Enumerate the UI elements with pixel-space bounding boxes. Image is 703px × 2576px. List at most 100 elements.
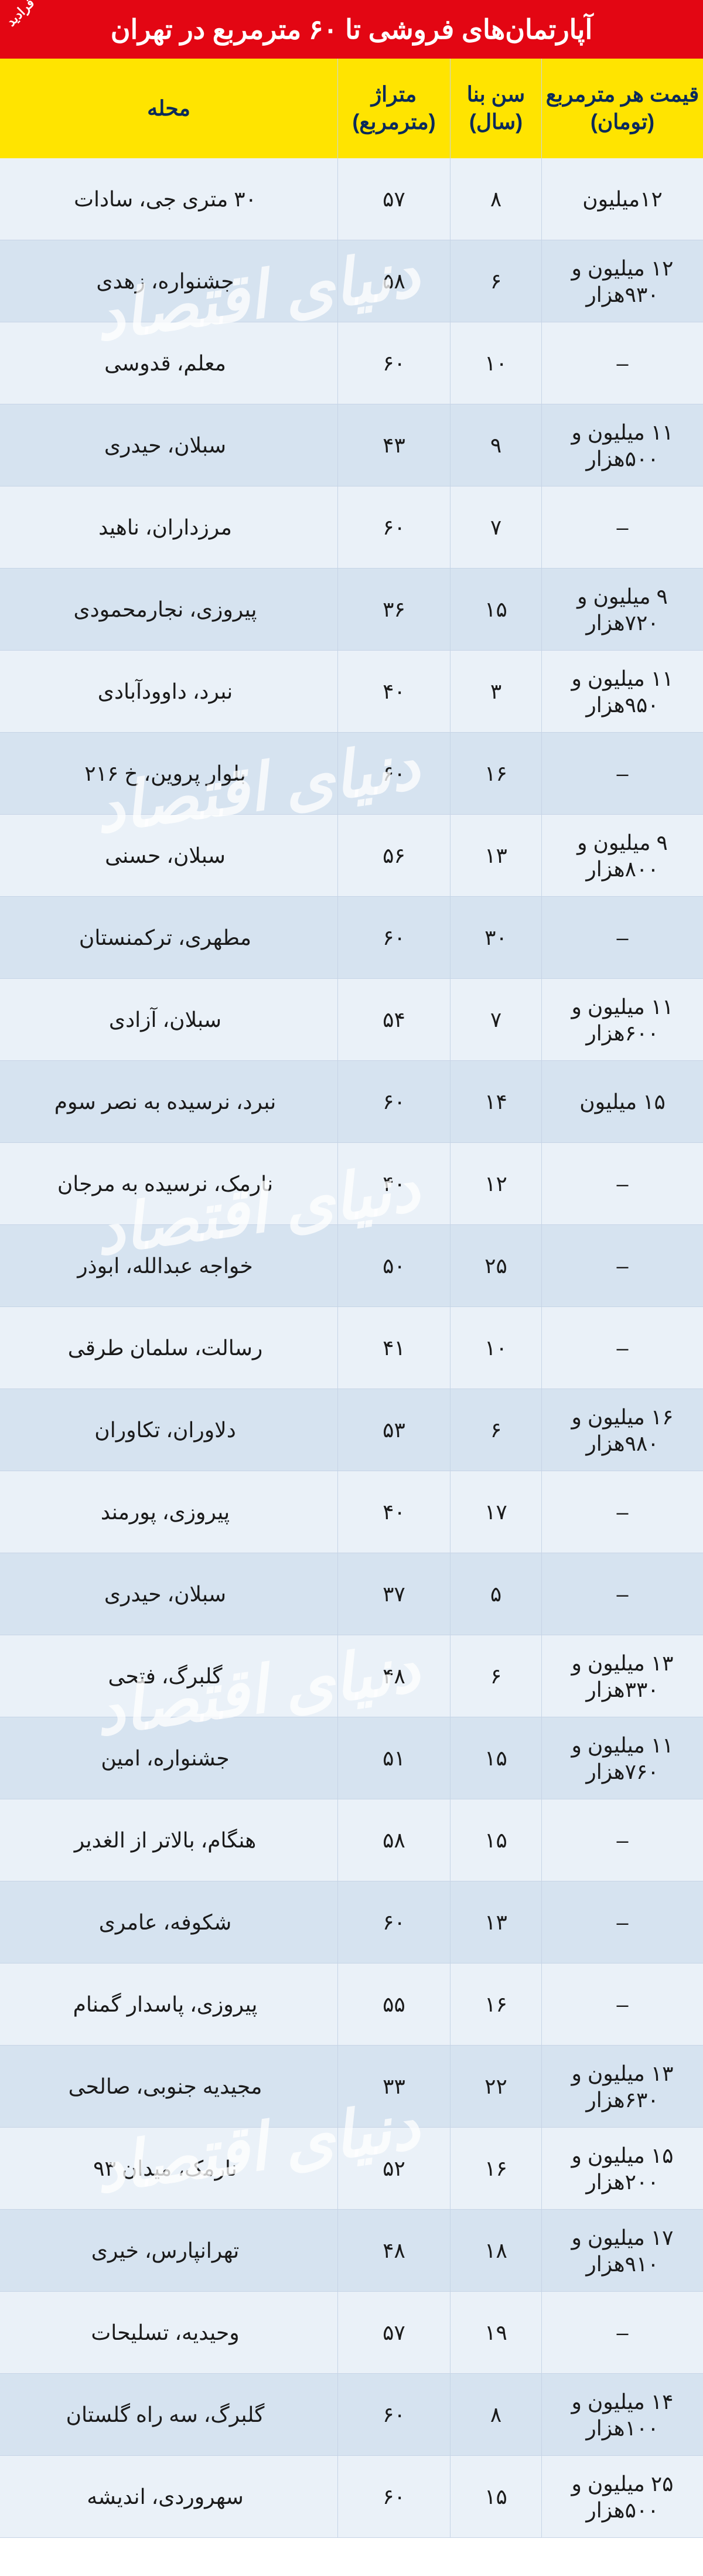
cell-age: ۸	[450, 2374, 541, 2456]
header-age: سن بنا (سال)	[450, 59, 541, 158]
table-body: ۱۲میلیون۸۵۷۳۰ متری جی، سادات۱۲ میلیون و …	[0, 158, 703, 2538]
table-row: ۱۱ میلیون و ۷۶۰هزار۱۵۵۱جشنواره، امین	[0, 1717, 703, 1799]
cell-area: ۳۶	[337, 569, 450, 651]
cell-area: ۵۷	[337, 2292, 450, 2374]
cell-area: ۶۰	[337, 897, 450, 979]
cell-area: ۳۳	[337, 2046, 450, 2128]
cell-area: ۶۰	[337, 2456, 450, 2538]
cell-age: ۶	[450, 1635, 541, 1717]
cell-age: ۱۵	[450, 2456, 541, 2538]
table-row: ۱۱ میلیون و ۶۰۰هزار۷۵۴سبلان، آزادی	[0, 979, 703, 1061]
cell-hood: شکوفه، عامری	[0, 1881, 337, 1964]
cell-area: ۶۰	[337, 486, 450, 569]
apartment-price-table: فرادید آپارتمان‌های فروشی تا ۶۰ مترمربع …	[0, 0, 703, 2538]
cell-price: ۱۶ میلیون و ۹۸۰هزار	[541, 1389, 703, 1471]
cell-hood: هنگام، بالاتر از الغدیر	[0, 1799, 337, 1881]
cell-age: ۱۳	[450, 1881, 541, 1964]
cell-area: ۳۷	[337, 1553, 450, 1635]
table-row: ۱۱ میلیون و ۹۵۰هزار۳۴۰نبرد، داوودآبادی	[0, 651, 703, 733]
cell-age: ۸	[450, 158, 541, 240]
cell-hood: پیروزی، پاسدار گمنام	[0, 1964, 337, 2046]
cell-price: –	[541, 1307, 703, 1389]
cell-area: ۵۵	[337, 1964, 450, 2046]
table-row: ۱۲میلیون۸۵۷۳۰ متری جی، سادات	[0, 158, 703, 240]
cell-age: ۳	[450, 651, 541, 733]
cell-hood: مجیدیه جنوبی، صالحی	[0, 2046, 337, 2128]
table-row: –۱۰۴۱رسالت، سلمان طرقی	[0, 1307, 703, 1389]
cell-price: ۱۴ میلیون و ۱۰۰هزار	[541, 2374, 703, 2456]
cell-price: ۱۱ میلیون و ۶۰۰هزار	[541, 979, 703, 1061]
cell-price: ۱۱ میلیون و ۷۶۰هزار	[541, 1717, 703, 1799]
cell-age: ۱۳	[450, 815, 541, 897]
cell-hood: پیروزی، نجارمحمودی	[0, 569, 337, 651]
cell-area: ۵۴	[337, 979, 450, 1061]
cell-area: ۶۰	[337, 1881, 450, 1964]
cell-area: ۴۰	[337, 1471, 450, 1553]
cell-hood: نارمک، میدان ۹۳	[0, 2128, 337, 2210]
table-row: ۱۵ میلیون و ۲۰۰هزار۱۶۵۲نارمک، میدان ۹۳	[0, 2128, 703, 2210]
cell-age: ۱۰	[450, 322, 541, 404]
cell-price: –	[541, 1143, 703, 1225]
cell-hood: سبلان، حیدری	[0, 1553, 337, 1635]
cell-age: ۶	[450, 240, 541, 322]
cell-price: ۱۷ میلیون و ۹۱۰هزار	[541, 2210, 703, 2292]
cell-age: ۷	[450, 979, 541, 1061]
table-row: –۱۷۴۰پیروزی، پورمند	[0, 1471, 703, 1553]
cell-age: ۱۶	[450, 733, 541, 815]
cell-hood: تهرانپارس، خیری	[0, 2210, 337, 2292]
cell-price: –	[541, 1881, 703, 1964]
cell-hood: خواجه عبدالله، ابوذر	[0, 1225, 337, 1307]
cell-hood: نبرد، نرسیده به نصر سوم	[0, 1061, 337, 1143]
cell-price: –	[541, 1225, 703, 1307]
cell-hood: نارمک، نرسیده به مرجان	[0, 1143, 337, 1225]
cell-price: ۹ میلیون و ۸۰۰هزار	[541, 815, 703, 897]
cell-price: –	[541, 322, 703, 404]
cell-area: ۴۸	[337, 1635, 450, 1717]
cell-price: –	[541, 2292, 703, 2374]
cell-age: ۶	[450, 1389, 541, 1471]
cell-price: ۲۵ میلیون و ۵۰۰هزار	[541, 2456, 703, 2538]
cell-hood: سبلان، آزادی	[0, 979, 337, 1061]
cell-hood: مرزداران، ناهید	[0, 486, 337, 569]
table-row: ۱۱ میلیون و ۵۰۰هزار۹۴۳سبلان، حیدری	[0, 404, 703, 486]
cell-hood: پیروزی، پورمند	[0, 1471, 337, 1553]
table-row: –۱۳۶۰شکوفه، عامری	[0, 1881, 703, 1964]
cell-area: ۴۸	[337, 2210, 450, 2292]
cell-hood: مطهری، ترکمنستان	[0, 897, 337, 979]
cell-area: ۶۰	[337, 322, 450, 404]
cell-price: –	[541, 1964, 703, 2046]
table-row: ۱۳ میلیون و ۳۳۰هزار۶۴۸گلبرگ، فتحی	[0, 1635, 703, 1717]
cell-hood: جشنواره، امین	[0, 1717, 337, 1799]
cell-age: ۱۲	[450, 1143, 541, 1225]
cell-price: ۱۱ میلیون و ۹۵۰هزار	[541, 651, 703, 733]
cell-hood: رسالت، سلمان طرقی	[0, 1307, 337, 1389]
cell-age: ۳۰	[450, 897, 541, 979]
table-row: –۳۰۶۰مطهری، ترکمنستان	[0, 897, 703, 979]
cell-area: ۶۰	[337, 733, 450, 815]
cell-price: ۱۵ میلیون	[541, 1061, 703, 1143]
cell-area: ۴۰	[337, 651, 450, 733]
cell-area: ۵۲	[337, 2128, 450, 2210]
cell-age: ۷	[450, 486, 541, 569]
table-row: –۱۰۶۰معلم، قدوسی	[0, 322, 703, 404]
cell-age: ۱۶	[450, 1964, 541, 2046]
cell-price: ۹ میلیون و ۷۲۰هزار	[541, 569, 703, 651]
header-price: قیمت هر مترمربع (تومان)	[541, 59, 703, 158]
cell-area: ۴۰	[337, 1143, 450, 1225]
cell-age: ۱۷	[450, 1471, 541, 1553]
table-row: ۱۳ میلیون و ۶۳۰هزار۲۲۳۳مجیدیه جنوبی، صال…	[0, 2046, 703, 2128]
cell-area: ۵۶	[337, 815, 450, 897]
cell-area: ۴۳	[337, 404, 450, 486]
cell-area: ۵۱	[337, 1717, 450, 1799]
cell-area: ۵۸	[337, 240, 450, 322]
cell-area: ۵۸	[337, 1799, 450, 1881]
cell-price: –	[541, 1799, 703, 1881]
table-row: –۵۳۷سبلان، حیدری	[0, 1553, 703, 1635]
cell-hood: گلبرگ، سه راه گلستان	[0, 2374, 337, 2456]
cell-age: ۱۶	[450, 2128, 541, 2210]
cell-age: ۵	[450, 1553, 541, 1635]
table-row: ۱۴ میلیون و ۱۰۰هزار۸۶۰گلبرگ، سه راه گلست…	[0, 2374, 703, 2456]
cell-age: ۱۹	[450, 2292, 541, 2374]
cell-hood: دلاوران، تکاوران	[0, 1389, 337, 1471]
table-row: –۱۶۵۵پیروزی، پاسدار گمنام	[0, 1964, 703, 2046]
